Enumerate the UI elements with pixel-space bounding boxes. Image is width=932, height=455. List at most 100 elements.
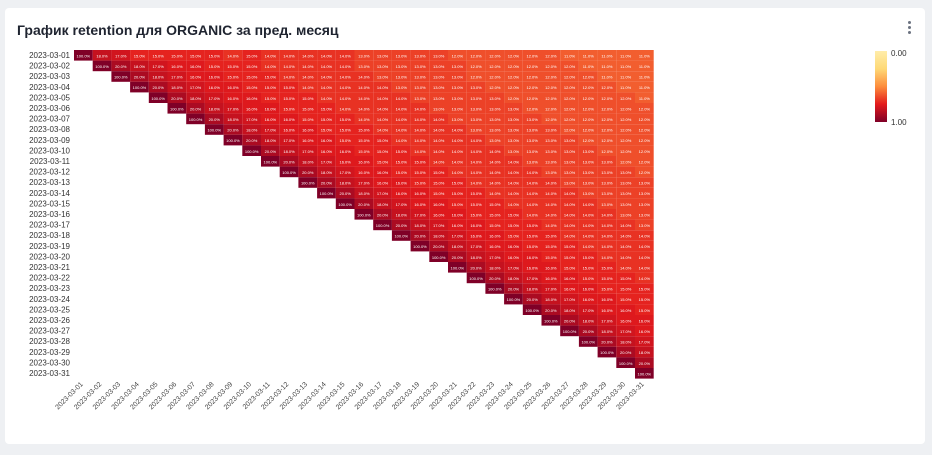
heatmap-cell xyxy=(635,346,654,358)
heatmap-cell xyxy=(448,240,467,252)
cell-value-label: 16.0% xyxy=(283,117,295,122)
heatmap-cell xyxy=(616,60,635,72)
heatmap-cell xyxy=(354,81,374,93)
cell-value-label: 12.0% xyxy=(526,53,538,58)
cell-value-label: 16.0% xyxy=(396,181,408,186)
heatmap-cell xyxy=(541,50,561,61)
cell-value-label: 11.0% xyxy=(620,75,631,80)
heatmap-cell xyxy=(522,251,542,262)
heatmap-cell xyxy=(504,166,523,178)
cell-value-label: 11.0% xyxy=(639,85,650,90)
cell-value-label: 13.0% xyxy=(508,138,520,143)
heatmap-cell xyxy=(298,177,318,188)
cell-value-label: 15.0% xyxy=(302,106,314,111)
heatmap-cell xyxy=(541,293,561,305)
heatmap-cell xyxy=(560,315,579,326)
row-label: 2023-03-28 xyxy=(29,337,70,346)
cell-value-label: 20.0% xyxy=(209,117,221,122)
cell-value-label: 12.0% xyxy=(620,106,632,111)
heatmap-cell xyxy=(485,187,505,199)
cell-value-label: 15.0% xyxy=(489,212,501,217)
row-label: 2023-03-13 xyxy=(29,178,70,187)
heatmap-cell xyxy=(148,81,168,93)
more-vertical-icon[interactable] xyxy=(903,20,915,36)
cell-value-label: 15.0% xyxy=(339,138,351,143)
cell-value-label: 11.0% xyxy=(639,53,650,58)
cell-value-label: 100.0% xyxy=(376,223,390,228)
cell-value-label: 14.0% xyxy=(377,96,389,101)
row-label: 2023-03-10 xyxy=(29,146,70,155)
heatmap-cell xyxy=(261,156,280,167)
cell-value-label: 15.0% xyxy=(545,234,557,239)
heatmap-cell xyxy=(448,156,467,167)
cell-value-label: 13.0% xyxy=(433,96,445,101)
heatmap-cell xyxy=(597,124,617,135)
heatmap-cell xyxy=(616,336,635,347)
cell-value-label: 12.0% xyxy=(470,53,482,58)
heatmap-cell xyxy=(466,219,486,231)
heatmap-cell xyxy=(504,293,523,305)
cell-value-label: 13.0% xyxy=(508,149,520,154)
cell-value-label: 20.0% xyxy=(246,138,258,143)
row-label: 2023-03-23 xyxy=(29,284,70,293)
heatmap-cell xyxy=(429,124,448,135)
heatmap-cell xyxy=(560,134,579,146)
cell-value-label: 20.0% xyxy=(339,191,351,196)
cell-value-label: 16.0% xyxy=(171,64,183,69)
heatmap-cell xyxy=(485,113,505,125)
cell-value-label: 15.0% xyxy=(246,53,258,58)
cell-value-label: 13.0% xyxy=(414,64,426,69)
heatmap-cell xyxy=(466,240,486,252)
heatmap-cell xyxy=(448,187,467,199)
heatmap-cell xyxy=(635,187,654,199)
cell-value-label: 15.0% xyxy=(433,170,445,175)
cell-value-label: 16.0% xyxy=(227,85,239,90)
cell-value-label: 20.0% xyxy=(302,170,314,175)
cell-value-label: 15.0% xyxy=(601,287,613,292)
cell-value-label: 13.0% xyxy=(489,138,501,143)
heatmap-cell xyxy=(410,103,430,114)
heatmap-cell xyxy=(298,166,318,178)
cell-value-label: 15.0% xyxy=(358,128,370,133)
cell-value-label: 16.0% xyxy=(358,159,370,164)
cell-value-label: 17.0% xyxy=(152,64,164,69)
cell-value-label: 12.0% xyxy=(583,117,595,122)
cell-value-label: 14.0% xyxy=(414,106,426,111)
cell-value-label: 100.0% xyxy=(189,117,203,122)
cell-value-label: 15.0% xyxy=(246,85,258,90)
heatmap-cell xyxy=(298,71,318,82)
heatmap-cell xyxy=(410,187,430,199)
heatmap-cell xyxy=(317,134,336,146)
heatmap-cell xyxy=(597,71,617,82)
heatmap-cell xyxy=(578,293,598,305)
heatmap-cell xyxy=(429,198,448,209)
row-label: 2023-03-12 xyxy=(29,168,70,177)
cell-value-label: 13.0% xyxy=(545,149,557,154)
heatmap-cell xyxy=(597,113,617,125)
cell-value-label: 14.0% xyxy=(339,96,351,101)
cell-value-label: 18.0% xyxy=(377,202,389,207)
heatmap-cell xyxy=(466,251,486,262)
cell-value-label: 15.0% xyxy=(639,308,651,313)
heatmap-cell xyxy=(429,71,448,82)
cell-value-label: 14.0% xyxy=(526,191,538,196)
cell-value-label: 12.0% xyxy=(564,117,576,122)
heatmap-cell xyxy=(373,177,392,188)
heatmap-cell xyxy=(504,283,523,294)
cell-value-label: 11.0% xyxy=(583,53,594,58)
cell-value-label: 14.0% xyxy=(339,75,351,80)
cell-value-label: 100.0% xyxy=(338,202,352,207)
heatmap-cell xyxy=(597,50,617,61)
heatmap-cell xyxy=(429,81,448,93)
cell-value-label: 20.0% xyxy=(115,64,127,69)
heatmap-cell xyxy=(242,113,261,125)
cell-value-label: 13.0% xyxy=(583,181,595,186)
cell-value-label: 15.0% xyxy=(583,265,595,270)
heatmap-cell xyxy=(541,283,561,294)
heatmap-cell xyxy=(335,60,355,72)
heatmap-cell xyxy=(354,187,374,199)
heatmap-cell xyxy=(597,230,617,241)
heatmap-cell xyxy=(504,50,523,61)
heatmap-cell xyxy=(466,71,486,82)
cell-value-label: 13.0% xyxy=(526,159,538,164)
